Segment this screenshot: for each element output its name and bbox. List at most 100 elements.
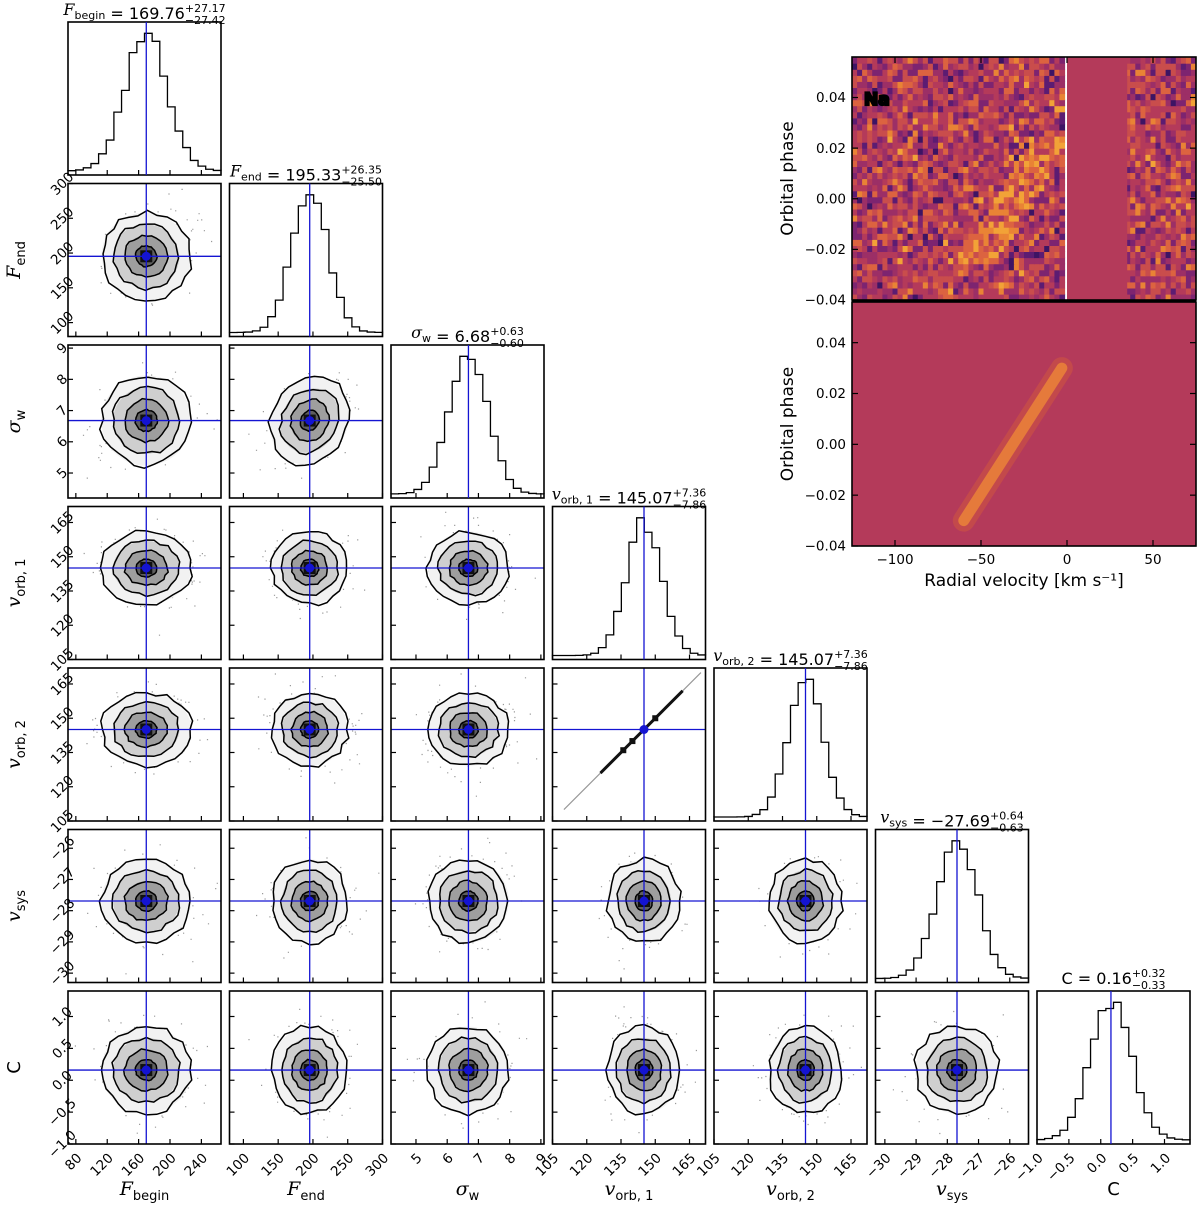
x-axis-label-f-end: Fend xyxy=(286,1178,325,1204)
contour-line xyxy=(124,234,169,278)
histogram-panel-c xyxy=(1036,990,1191,1145)
svg-text:vsys: vsys xyxy=(3,890,29,922)
axis-label-subscript: sys xyxy=(14,890,29,911)
axis-label-symbol: σ xyxy=(456,1178,470,1200)
median-point xyxy=(141,1065,151,1075)
scatter-panel-sigma-w-vs-v-orb2 xyxy=(390,667,545,822)
scatter-panel-sigma-w-vs-v-orb1 xyxy=(390,505,545,661)
y-tick-label: 0.5 xyxy=(49,1036,76,1063)
x-tick-label: −50 xyxy=(967,552,996,568)
x-axis-label-c: C xyxy=(1107,1179,1120,1200)
svg-text:C: C xyxy=(4,1061,25,1074)
title-symbol: v xyxy=(552,485,561,504)
y-axis-label-sigma-w: σw xyxy=(3,409,29,433)
axis-label-subscript: w xyxy=(469,1189,480,1204)
title-minus-error: −7.86 xyxy=(834,660,868,673)
title-subscript: begin xyxy=(75,9,106,22)
axis-label-subscript: orb, 2 xyxy=(14,720,29,758)
y-tick-label: 0.02 xyxy=(816,141,846,157)
axis-label-subscript: end xyxy=(300,1189,325,1204)
posterior-title-v-orb2: vorb, 2 = 145.07+7.36 −7.86 xyxy=(713,646,868,673)
svg-text:vorb, 1 = 145.07+7.36−7.86: vorb, 1 = 145.07+7.36 −7.86 xyxy=(552,485,707,512)
panel-frame xyxy=(713,990,868,1145)
title-plus-error: +26.35 xyxy=(341,164,382,177)
title-subscript: w xyxy=(422,332,431,345)
histogram-steps xyxy=(67,32,222,172)
x-tick-label: −27 xyxy=(957,1150,988,1181)
y-tick-label: 0.00 xyxy=(816,437,846,453)
panel-frame xyxy=(228,667,384,822)
svg-text:vorb, 2 = 145.07+7.36−7.86: vorb, 2 = 145.07+7.36 −7.86 xyxy=(713,646,868,673)
title-plus-error: +0.32 xyxy=(1132,967,1166,980)
contour-line xyxy=(112,223,180,292)
title-symbol: C xyxy=(1061,969,1072,988)
title-minus-error: −0.33 xyxy=(1132,979,1166,992)
y-tick-label: −27 xyxy=(47,864,78,895)
y-tick-label: −0.04 xyxy=(805,293,846,309)
y-tick-label: 165 xyxy=(48,508,78,538)
x-tick-label: −30 xyxy=(863,1150,894,1181)
title-minus-error: −25.50 xyxy=(341,176,382,189)
scatter-panel-f-begin-vs-f-end xyxy=(67,182,222,338)
posterior-title-v-sys: vsys = −27.69+0.64 −0.63 xyxy=(880,808,1024,835)
axis-label-symbol: C xyxy=(4,1061,25,1074)
title-minus-error: −0.60 xyxy=(490,337,524,350)
title-symbol: σ xyxy=(411,323,423,342)
median-point xyxy=(305,896,315,906)
median-point xyxy=(952,1065,962,1075)
panel-frame xyxy=(67,667,222,822)
y-tick-label: 135 xyxy=(48,577,78,607)
panel-frame xyxy=(228,990,384,1145)
title-symbol: v xyxy=(880,808,889,827)
median-point xyxy=(801,896,811,906)
y-axis-label-f-end: Fend xyxy=(3,241,29,280)
x-tick-label: 240 xyxy=(181,1150,211,1180)
y-tick-label: 150 xyxy=(48,274,78,304)
title-subscript: end xyxy=(241,171,262,184)
panel-frame xyxy=(390,505,545,661)
svg-text:C: C xyxy=(1107,1179,1120,1200)
histogram-panel-sigma-w xyxy=(390,344,545,499)
panel-frame xyxy=(713,828,868,984)
phase-folded-heatmaps: Na −0.04 −0.02 0.00 0.02 0.04 Orbital phase −0.… xyxy=(778,56,1197,591)
x-tick-label: 0 xyxy=(1063,552,1072,568)
x-axis-label-v-orb2: vorb, 2 xyxy=(766,1178,815,1204)
title-value: 169.76 xyxy=(129,4,185,23)
svg-text:C = 0.16+0.32−0.33: C = 0.16+0.32 −0.33 xyxy=(1061,967,1165,992)
median-point xyxy=(141,896,151,906)
x-tick-label: 200 xyxy=(293,1150,323,1180)
scatter-panel-f-begin-vs-v-orb2 xyxy=(67,667,222,822)
x-tick-label: −1.0 xyxy=(1012,1150,1046,1184)
contour-line xyxy=(111,385,181,455)
histogram-steps xyxy=(390,355,545,495)
x-tick-label: 8 xyxy=(502,1150,519,1167)
x-axis-label-f-begin: Fbegin xyxy=(119,1178,170,1204)
contour-line xyxy=(267,375,351,467)
median-point xyxy=(141,724,151,734)
posterior-title-sigma-w: σw = 6.68+0.63 −0.60 xyxy=(411,323,524,350)
x-tick-label: 250 xyxy=(328,1150,358,1180)
scatter-panel-v-orb1-vs-v-orb2 xyxy=(551,667,707,822)
y-tick-label: 100 xyxy=(48,308,78,338)
median-point xyxy=(801,1065,811,1075)
svg-text:vsys: vsys xyxy=(936,1178,968,1204)
title-minus-error: −27.42 xyxy=(185,14,226,27)
scatter-panel-v-sys-vs-c xyxy=(874,990,1030,1145)
masked-region xyxy=(1067,57,1128,300)
scatter-panel-v-orb2-vs-c xyxy=(713,990,868,1145)
histogram-panel-v-sys xyxy=(874,828,1030,984)
panel-frame xyxy=(390,990,545,1145)
x-tick-label: 80 xyxy=(62,1150,85,1173)
axis-label-subscript: end xyxy=(14,241,29,266)
x-tick-label: 160 xyxy=(119,1150,149,1180)
axis-label-symbol: σ xyxy=(3,419,25,433)
title-symbol: F xyxy=(229,162,242,181)
panel-frame xyxy=(67,182,222,338)
histogram-steps xyxy=(228,194,384,334)
x-tick-label: −100 xyxy=(876,552,913,568)
svg-text:σw: σw xyxy=(3,409,29,433)
y-axis-label-v-orb1: vorb, 1 xyxy=(3,559,29,608)
title-subscript: orb, 1 xyxy=(561,494,593,507)
x-tick-label: 50 xyxy=(1144,552,1161,568)
x-tick-label: 6 xyxy=(439,1150,456,1167)
